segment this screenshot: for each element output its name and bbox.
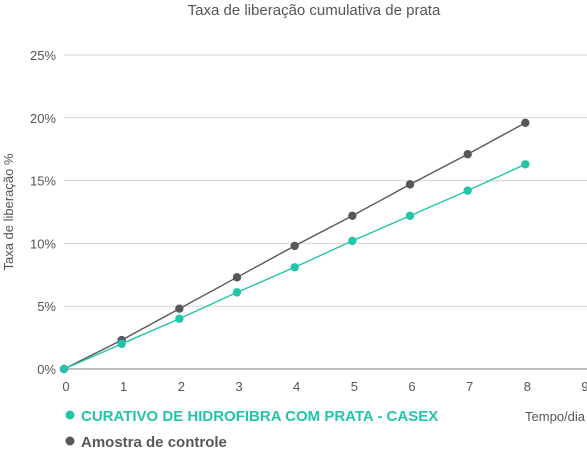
x-tick-label: 9 xyxy=(581,379,587,394)
x-axis-label: Tempo/dia xyxy=(525,409,586,424)
data-point xyxy=(463,186,472,195)
x-tick-label: 0 xyxy=(62,379,69,394)
data-point xyxy=(290,263,299,272)
x-tick-label: 6 xyxy=(408,379,415,394)
data-point xyxy=(463,150,472,159)
data-point xyxy=(405,180,415,189)
chart-title: Taxa de liberação cumulativa de prata xyxy=(188,2,441,19)
data-point xyxy=(405,211,415,220)
data-point xyxy=(348,236,357,246)
data-point xyxy=(290,241,299,251)
data-point xyxy=(521,160,530,169)
data-point xyxy=(521,118,530,128)
data-point xyxy=(175,304,184,313)
x-tick-label: 3 xyxy=(235,379,242,394)
y-tick-label: 25% xyxy=(30,48,56,63)
x-tick-label: 2 xyxy=(178,379,185,394)
x-tick-label: 8 xyxy=(524,379,531,394)
x-tick-label: 7 xyxy=(466,379,473,394)
y-tick-label: 10% xyxy=(30,236,56,251)
series-group xyxy=(59,160,530,374)
legend-marker xyxy=(65,410,75,420)
y-axis-ticks: 0% 5% 10% 15% 20% 25% xyxy=(30,48,56,377)
data-point xyxy=(117,339,126,349)
legend-marker xyxy=(65,436,75,446)
x-tick-label: 4 xyxy=(293,379,300,394)
legend-label: Amostra de controle xyxy=(81,434,227,449)
data-point xyxy=(59,364,69,374)
legend-label: CURATIVO DE HIDROFIBRA COM PRATA - CASEX xyxy=(81,408,438,425)
x-axis-ticks: 0 1 2 3 4 5 6 7 8 9 xyxy=(62,379,587,394)
y-tick-label: 0% xyxy=(37,362,56,377)
data-point xyxy=(175,314,184,323)
y-tick-label: 15% xyxy=(30,174,56,189)
y-tick-label: 20% xyxy=(30,111,56,126)
x-tick-label: 1 xyxy=(120,379,127,394)
gridlines xyxy=(64,54,587,370)
data-point xyxy=(232,273,242,282)
data-series xyxy=(59,118,530,374)
data-point xyxy=(232,288,242,297)
y-tick-label: 5% xyxy=(37,299,56,314)
x-tick-label: 5 xyxy=(351,379,358,394)
legend: CURATIVO DE HIDROFIBRA COM PRATA - CASEX… xyxy=(65,408,438,449)
y-axis-label: Taxa de liberação % xyxy=(1,153,16,271)
data-point xyxy=(348,211,357,220)
series-group xyxy=(59,118,530,374)
